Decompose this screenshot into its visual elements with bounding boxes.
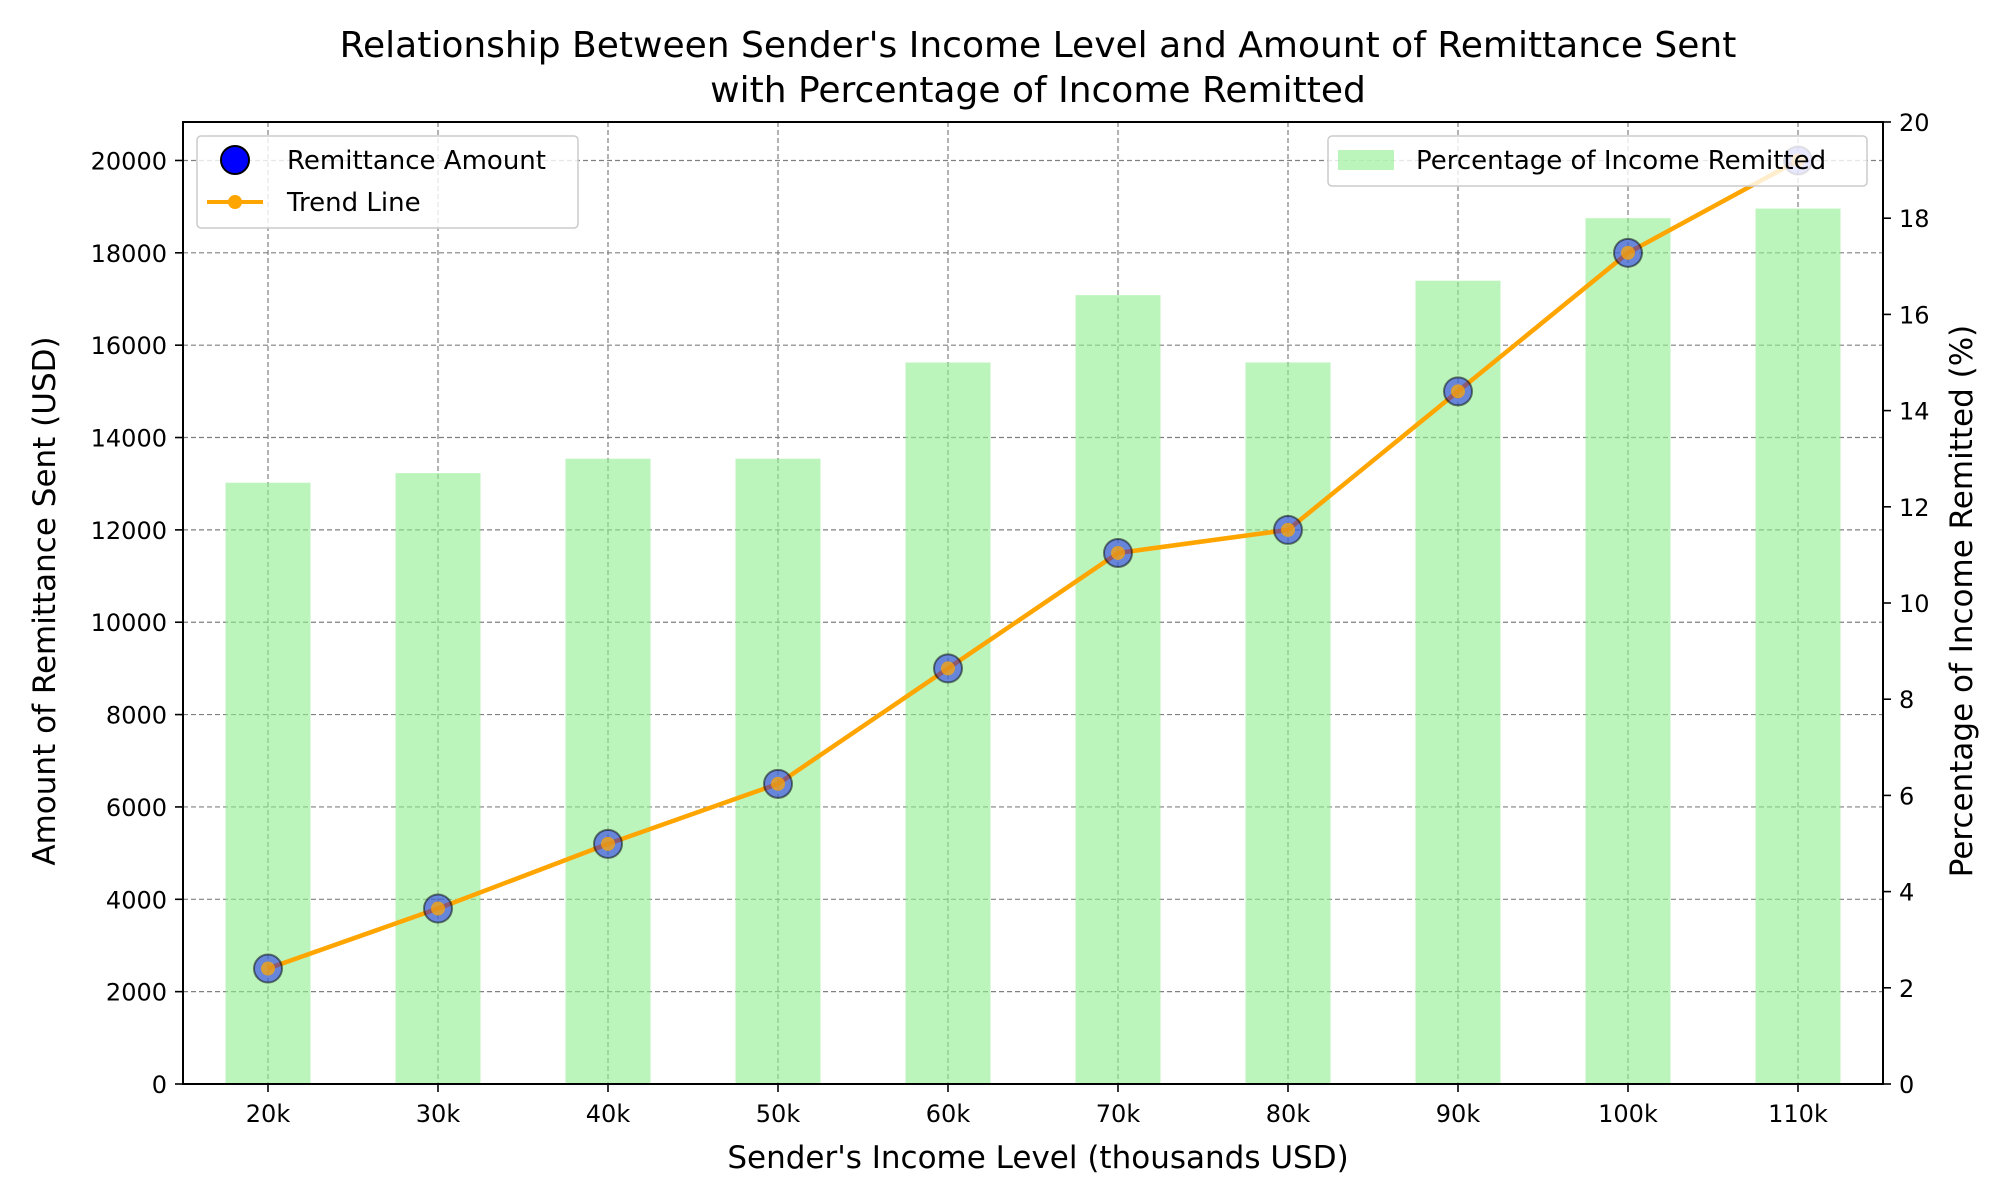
legend-left-frame [196,135,579,229]
trend-marker-60k [941,661,955,676]
y-tick-label-6000: 6000 [106,794,167,822]
y-tick-label-2000: 2000 [106,979,167,1007]
x-tick-label-110k: 110k [1768,1100,1828,1128]
y2-tick-label-4: 4 [1899,879,1914,907]
x-tick-label-40k: 40k [586,1100,631,1128]
trend-marker-70k [1111,545,1125,560]
legend-right: Percentage of Income Remitted [1327,135,1868,187]
bar-percentage-30k [395,473,481,1084]
bar-percentage-50k [735,458,821,1084]
x-tick-label-80k: 80k [1266,1100,1311,1128]
x-tick-label-60k: 60k [926,1100,971,1128]
bar-percentage-20k [225,482,311,1084]
x-tick-label-50k: 50k [756,1100,801,1128]
y2-tick-label-14: 14 [1899,398,1930,426]
y-tick-label-20000: 20000 [91,147,167,175]
y2-tick-label-2: 2 [1899,975,1914,1003]
bar-percentage-80k [1245,362,1331,1084]
ticks-layer: 0200040006000800010000120001400016000180… [91,109,1930,1128]
x-tick-label-100k: 100k [1598,1100,1658,1128]
legend-trend-label: Trend Line [286,188,421,218]
legend-left: Remittance Amount Trend Line [196,135,579,229]
y2-tick-label-16: 16 [1899,301,1930,329]
bar-percentage-60k [905,362,991,1084]
x-tick-label-20k: 20k [246,1100,291,1128]
y-tick-label-14000: 14000 [91,425,167,453]
trend-marker-20k [261,961,275,976]
bar-percentage-70k [1075,295,1161,1084]
y2-tick-label-10: 10 [1899,590,1930,618]
chart-title-line1: Relationship Between Sender's Income Lev… [340,25,1737,66]
bars-layer [225,208,1841,1085]
y2-axis-label: Percentage of Income Remitted (%) [1944,325,1980,878]
points-layer [253,145,1813,984]
legend-remittance-marker [220,145,250,175]
bar-percentage-110k [1755,208,1841,1084]
x-axis-label: Sender's Income Level (thousands USD) [727,1140,1348,1176]
chart-title-line2: with Percentage of Income Remitted [710,70,1366,111]
legend-percentage-label: Percentage of Income Remitted [1416,146,1826,176]
bar-percentage-100k [1585,218,1671,1084]
trend-marker-30k [431,901,445,916]
trend-marker-100k [1621,245,1635,260]
y2-tick-label-20: 20 [1899,109,1930,137]
y-tick-label-16000: 16000 [91,332,167,360]
y-tick-label-18000: 18000 [91,240,167,268]
trend-marker-40k [601,836,615,851]
y-tick-label-4000: 4000 [106,886,167,914]
bar-percentage-40k [565,458,651,1084]
y2-tick-label-0: 0 [1899,1071,1914,1099]
x-tick-label-70k: 70k [1096,1100,1141,1128]
y-tick-label-10000: 10000 [91,609,167,637]
y2-tick-label-8: 8 [1899,686,1914,714]
trend-line [267,158,1800,971]
y-tick-label-8000: 8000 [106,702,167,730]
trend-marker-50k [771,776,785,791]
y2-tick-label-18: 18 [1899,205,1930,233]
y2-tick-label-12: 12 [1899,494,1930,522]
y-tick-label-12000: 12000 [91,517,167,545]
y-axis-label: Amount of Remittance Sent (USD) [27,336,63,865]
legend-percentage-swatch [1338,150,1394,170]
x-tick-label-30k: 30k [416,1100,461,1128]
legend-trend-marker [228,195,242,209]
trend-line-layer [267,158,1800,971]
trend-marker-80k [1281,522,1295,537]
y-tick-label-0: 0 [152,1071,167,1099]
legend-remittance-label: Remittance Amount [287,146,546,176]
y2-tick-label-6: 6 [1899,782,1914,810]
trend-marker-90k [1451,384,1465,399]
x-tick-label-90k: 90k [1436,1100,1481,1128]
legend-right-frame [1327,135,1868,187]
